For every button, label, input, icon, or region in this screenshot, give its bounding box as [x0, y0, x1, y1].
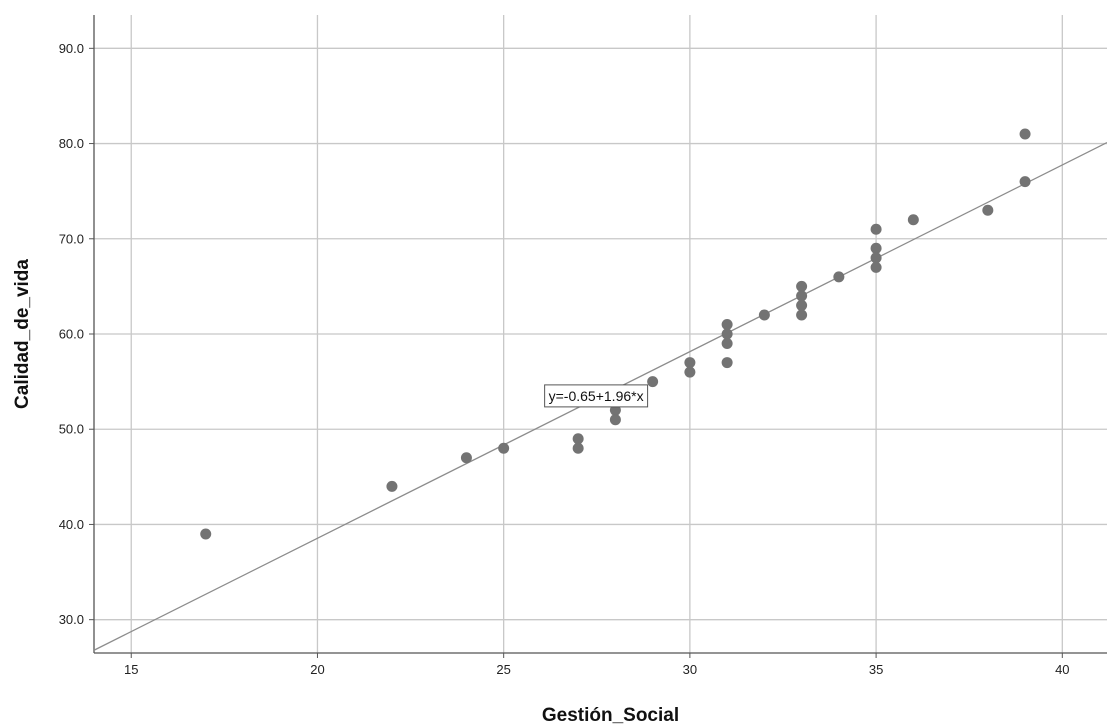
- data-point: [721, 338, 733, 350]
- data-point: [1019, 176, 1031, 188]
- x-tick-label: 30: [683, 662, 697, 677]
- grid-lines: [94, 15, 1107, 653]
- data-point: [609, 404, 621, 416]
- y-tick-label: 70.0: [59, 231, 84, 246]
- y-tick-label: 50.0: [59, 422, 84, 437]
- data-point: [721, 318, 733, 330]
- data-point: [498, 442, 510, 454]
- data-point: [721, 328, 733, 340]
- data-point: [721, 357, 733, 369]
- data-point: [609, 414, 621, 426]
- data-point: [833, 271, 845, 283]
- tick-labels: 15 20 25 30 35 40 30.0 40.0 50.0 60.0 70.0 80.0 90.0: [59, 41, 1070, 677]
- data-point: [870, 242, 882, 254]
- data-point: [386, 480, 398, 492]
- data-point: [684, 366, 696, 378]
- y-tick-label: 60.0: [59, 327, 84, 342]
- data-point: [982, 204, 994, 216]
- data-point: [796, 290, 808, 302]
- data-point: [796, 309, 808, 321]
- data-point: [796, 280, 808, 292]
- data-point: [572, 433, 584, 445]
- y-tick-label: 80.0: [59, 136, 84, 151]
- data-point: [200, 528, 212, 540]
- data-point: [796, 299, 808, 311]
- equation-box: [544, 384, 649, 408]
- data-point: [907, 214, 919, 226]
- y-axis-title: Calidad_de_vida: [12, 259, 33, 409]
- data-point: [572, 442, 584, 454]
- equation-annotation: y=-0.65+1.96*x: [544, 384, 649, 408]
- data-point: [1019, 128, 1031, 140]
- axes: [89, 15, 1107, 658]
- y-tick-label: 40.0: [59, 517, 84, 532]
- x-axis-title: Gestión_Social: [542, 705, 679, 724]
- data-point: [870, 261, 882, 273]
- x-tick-label: 15: [124, 662, 138, 677]
- data-points: [200, 128, 1031, 540]
- data-point: [684, 357, 696, 369]
- x-tick-label: 40: [1055, 662, 1069, 677]
- x-tick-label: 25: [496, 662, 510, 677]
- x-tick-label: 20: [310, 662, 324, 677]
- y-tick-label: 30.0: [59, 612, 84, 627]
- data-point: [870, 223, 882, 235]
- equation-label: y=-0.65+1.96*x: [549, 388, 644, 404]
- y-tick-label: 90.0: [59, 41, 84, 56]
- data-point: [647, 376, 659, 388]
- x-tick-label: 35: [869, 662, 883, 677]
- data-point: [870, 252, 882, 264]
- data-point: [460, 452, 472, 464]
- data-point: [758, 309, 770, 321]
